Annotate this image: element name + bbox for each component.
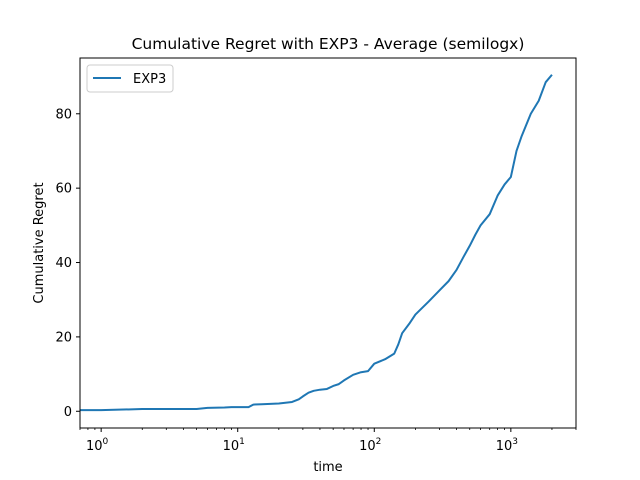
- legend-label: EXP3: [133, 72, 166, 87]
- legend: EXP3: [86, 64, 174, 93]
- y-tick-label-1: 20: [55, 330, 72, 345]
- chart-title: Cumulative Regret with EXP3 - Average (s…: [132, 35, 525, 53]
- y-tick-label-4: 80: [55, 107, 72, 122]
- y-axis: 0 20 40 60 80: [55, 107, 80, 420]
- plot-area: [80, 74, 553, 412]
- y-tick-label-0: 0: [64, 405, 72, 420]
- y-tick-label-3: 60: [55, 182, 72, 197]
- y-axis-title: Cumulative Regret: [32, 182, 47, 303]
- x-axis-title: time: [313, 460, 342, 475]
- y-tick-label-2: 40: [55, 256, 72, 271]
- plot-frame: [79, 57, 577, 429]
- series-line-0: [80, 74, 553, 412]
- legend-box: [86, 64, 174, 93]
